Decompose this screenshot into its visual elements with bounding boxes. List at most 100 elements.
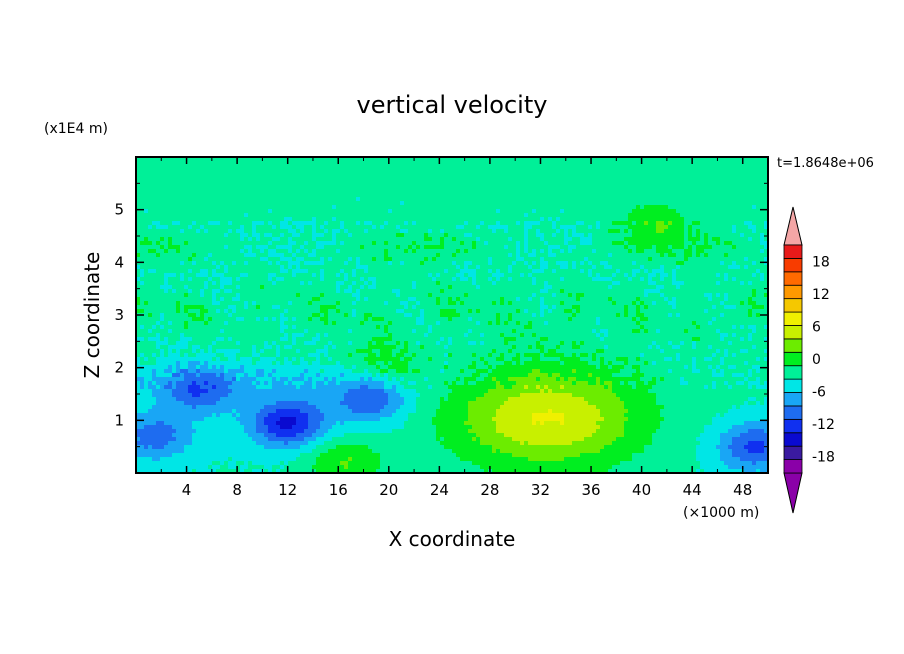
field-cell [360, 281, 365, 286]
field-cell [732, 257, 737, 262]
field-cell [500, 245, 505, 250]
field-cell [236, 241, 241, 246]
field-cell [264, 157, 269, 162]
field-cell [692, 269, 697, 274]
field-cell [412, 189, 417, 194]
field-cell [336, 185, 341, 190]
field-cell [512, 261, 517, 266]
field-cell [200, 237, 205, 242]
field-cell [412, 173, 417, 178]
field-cell [428, 157, 433, 162]
field-cell [572, 221, 577, 226]
field-cell [420, 205, 425, 210]
field-cell [652, 265, 657, 270]
field-cell [320, 189, 325, 194]
field-cell [524, 253, 529, 258]
field-cell [232, 173, 237, 178]
field-cell [336, 221, 341, 226]
field-cell [664, 193, 669, 198]
field-cell [344, 193, 349, 198]
field-cell [272, 157, 277, 162]
field-cell [720, 213, 725, 218]
field-cell [644, 225, 649, 230]
field-cell [428, 185, 433, 190]
field-cell [748, 213, 753, 218]
field-cell [492, 229, 497, 234]
field-cell [476, 241, 481, 246]
field-cell [564, 221, 569, 226]
field-cell [632, 217, 637, 222]
field-cell [756, 221, 761, 226]
field-cell [616, 277, 621, 282]
field-cell [424, 257, 429, 262]
field-cell [524, 205, 529, 210]
field-cell [228, 241, 233, 246]
field-cell [324, 237, 329, 242]
field-cell [272, 281, 277, 286]
field-cell [464, 189, 469, 194]
field-cell [384, 253, 389, 258]
field-cell [292, 277, 297, 282]
field-cell [680, 253, 685, 258]
field-cell [416, 265, 421, 270]
field-cell [508, 225, 513, 230]
field-cell [532, 269, 537, 274]
field-cell [320, 201, 325, 206]
field-cell [180, 173, 185, 178]
field-cell [648, 185, 653, 190]
field-cell [468, 217, 473, 222]
field-cell [456, 157, 461, 162]
field-cell [456, 273, 461, 278]
field-cell [528, 277, 533, 282]
field-cell [444, 241, 449, 246]
field-cell [736, 245, 741, 250]
field-cell [152, 281, 157, 286]
field-cell [552, 241, 557, 246]
field-cell [156, 281, 161, 286]
field-cell [664, 277, 669, 282]
field-cell [212, 205, 217, 210]
field-cell [232, 209, 237, 214]
field-cell [732, 173, 737, 178]
field-cell [348, 185, 353, 190]
field-cell [152, 237, 157, 242]
field-cell [688, 237, 693, 242]
field-cell [540, 237, 545, 242]
field-cell [608, 253, 613, 258]
field-cell [704, 269, 709, 274]
field-cell [512, 237, 517, 242]
field-cell [348, 237, 353, 242]
field-cell [444, 229, 449, 234]
field-cell [164, 193, 169, 198]
field-cell [340, 209, 345, 214]
field-cell [368, 229, 373, 234]
field-cell [572, 181, 577, 186]
field-cell [376, 189, 381, 194]
field-cell [204, 277, 209, 282]
field-cell [328, 161, 333, 166]
field-cell [312, 277, 317, 282]
field-cell [448, 165, 453, 170]
field-cell [168, 189, 173, 194]
field-cell [704, 209, 709, 214]
field-cell [248, 197, 253, 202]
field-cell [212, 269, 217, 274]
field-cell [328, 241, 333, 246]
field-cell [392, 249, 397, 254]
field-cell [440, 213, 445, 218]
field-cell [636, 157, 641, 162]
field-cell [636, 241, 641, 246]
field-cell [632, 173, 637, 178]
field-cell [320, 221, 325, 226]
field-cell [648, 213, 653, 218]
field-cell [160, 265, 165, 270]
field-cell [444, 177, 449, 182]
field-cell [180, 165, 185, 170]
field-cell [264, 273, 269, 278]
field-cell [668, 169, 673, 174]
field-cell [312, 213, 317, 218]
field-cell [436, 177, 441, 182]
field-cell [360, 253, 365, 258]
field-cell [264, 233, 269, 238]
field-cell [608, 197, 613, 202]
